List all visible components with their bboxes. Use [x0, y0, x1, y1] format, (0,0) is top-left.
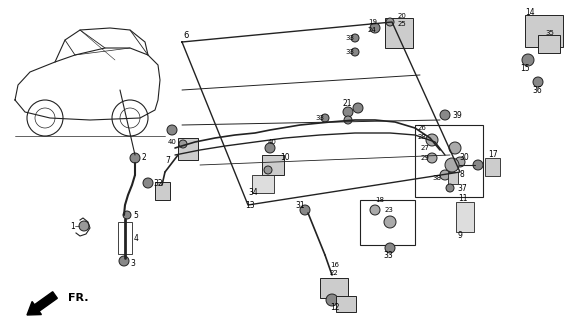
Circle shape — [370, 23, 380, 33]
Text: 31: 31 — [295, 201, 305, 210]
Circle shape — [446, 184, 454, 192]
Circle shape — [440, 110, 450, 120]
Text: 33: 33 — [315, 115, 324, 121]
Text: 24: 24 — [368, 27, 377, 33]
Text: 34: 34 — [248, 188, 258, 196]
Bar — [118, 222, 132, 254]
Circle shape — [440, 170, 450, 180]
Text: 26: 26 — [418, 125, 427, 131]
Circle shape — [79, 221, 89, 231]
Text: 38: 38 — [432, 175, 441, 181]
Bar — [456, 202, 474, 232]
Bar — [525, 15, 563, 47]
Text: 40: 40 — [268, 139, 277, 145]
Text: 4: 4 — [134, 234, 139, 243]
Text: 36: 36 — [532, 85, 542, 94]
Circle shape — [167, 125, 177, 135]
Circle shape — [473, 160, 483, 170]
Circle shape — [27, 100, 63, 136]
Text: 35: 35 — [545, 30, 554, 36]
Circle shape — [522, 54, 534, 66]
Circle shape — [455, 157, 465, 167]
Circle shape — [351, 34, 359, 42]
Text: 40: 40 — [168, 139, 177, 145]
Text: 25: 25 — [398, 21, 407, 27]
Text: 19: 19 — [368, 19, 377, 25]
Text: 15: 15 — [520, 63, 530, 73]
Text: 33: 33 — [345, 49, 354, 55]
Circle shape — [445, 158, 459, 172]
Circle shape — [343, 107, 353, 117]
Circle shape — [426, 134, 438, 146]
Bar — [448, 172, 458, 184]
Circle shape — [344, 116, 352, 124]
Bar — [262, 155, 284, 175]
Circle shape — [35, 108, 55, 128]
Text: 21: 21 — [343, 99, 352, 108]
Bar — [360, 200, 415, 245]
Text: 20: 20 — [398, 13, 407, 19]
FancyArrow shape — [27, 292, 58, 315]
Text: 12: 12 — [330, 303, 339, 313]
Circle shape — [265, 143, 275, 153]
Text: 13: 13 — [245, 201, 255, 210]
Circle shape — [340, 300, 350, 310]
Text: 14: 14 — [525, 7, 535, 17]
Circle shape — [112, 100, 148, 136]
Text: 11: 11 — [458, 194, 467, 203]
Bar — [538, 35, 560, 53]
Circle shape — [384, 216, 396, 228]
Circle shape — [326, 294, 338, 306]
Bar — [415, 125, 483, 197]
Circle shape — [351, 48, 359, 56]
Circle shape — [119, 256, 129, 266]
Circle shape — [120, 108, 140, 128]
Circle shape — [353, 103, 363, 113]
Text: 2: 2 — [141, 153, 145, 162]
Text: 30: 30 — [459, 153, 469, 162]
Text: 9: 9 — [458, 230, 463, 239]
Text: 29: 29 — [421, 155, 430, 161]
Bar — [178, 138, 198, 160]
Circle shape — [264, 166, 272, 174]
Text: 22: 22 — [330, 270, 339, 276]
Circle shape — [179, 140, 187, 148]
Bar — [485, 158, 500, 176]
Text: 33: 33 — [345, 35, 354, 41]
Circle shape — [449, 142, 461, 154]
Text: 1: 1 — [70, 221, 75, 230]
Circle shape — [533, 77, 543, 87]
Text: 23: 23 — [385, 207, 394, 213]
Circle shape — [321, 114, 329, 122]
Text: 6: 6 — [183, 30, 189, 39]
Text: 28: 28 — [418, 134, 427, 140]
Text: 5: 5 — [133, 211, 138, 220]
Circle shape — [385, 243, 395, 253]
Bar — [252, 175, 274, 193]
Bar — [385, 18, 413, 48]
Text: 16: 16 — [330, 262, 339, 268]
Text: 7: 7 — [165, 156, 170, 164]
Bar — [320, 278, 348, 298]
Circle shape — [300, 205, 310, 215]
Circle shape — [123, 211, 131, 219]
Text: 18: 18 — [375, 197, 384, 203]
Text: 8: 8 — [460, 170, 465, 179]
Circle shape — [427, 153, 437, 163]
Text: 10: 10 — [280, 153, 290, 162]
Bar — [155, 182, 170, 200]
Circle shape — [370, 205, 380, 215]
Circle shape — [143, 178, 153, 188]
Text: 32: 32 — [153, 179, 163, 188]
Circle shape — [386, 18, 394, 26]
Text: 33: 33 — [383, 251, 393, 260]
Text: FR.: FR. — [68, 293, 89, 303]
Text: 17: 17 — [488, 149, 497, 158]
Text: 27: 27 — [421, 145, 430, 151]
Circle shape — [130, 153, 140, 163]
Text: 39: 39 — [452, 110, 462, 119]
Bar — [336, 296, 356, 312]
Text: 37: 37 — [457, 183, 467, 193]
Text: 3: 3 — [130, 260, 135, 268]
